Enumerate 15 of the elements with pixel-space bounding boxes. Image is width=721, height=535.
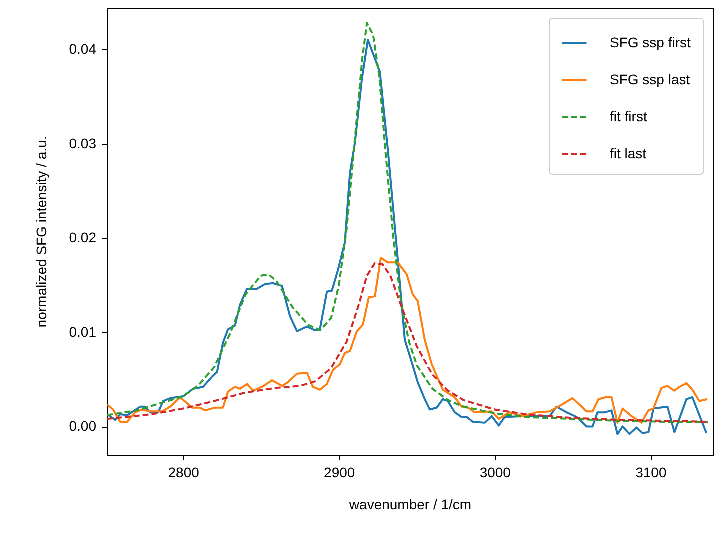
y-tick-label: 0.03 bbox=[69, 135, 97, 152]
legend-label: fit last bbox=[610, 146, 647, 162]
x-tick-label: 3100 bbox=[636, 464, 667, 480]
y-axis-title: normalized SFG intensity / a.u. bbox=[33, 136, 50, 328]
legend-label: SFG ssp last bbox=[610, 72, 690, 88]
x-axis-title: wavenumber / 1/cm bbox=[348, 496, 472, 512]
y-tick-label: 0.04 bbox=[69, 40, 97, 57]
y-tick-label: 0.01 bbox=[69, 324, 97, 340]
y-tick-label: 0.00 bbox=[69, 418, 97, 434]
x-tick-label: 2800 bbox=[168, 464, 200, 480]
x-tick-label: 3000 bbox=[480, 464, 512, 480]
x-tick-label: 2900 bbox=[324, 464, 356, 480]
y-tick-label: 0.02 bbox=[69, 230, 97, 246]
legend-label: SFG ssp first bbox=[610, 34, 692, 50]
legend-label: fit first bbox=[610, 108, 648, 124]
